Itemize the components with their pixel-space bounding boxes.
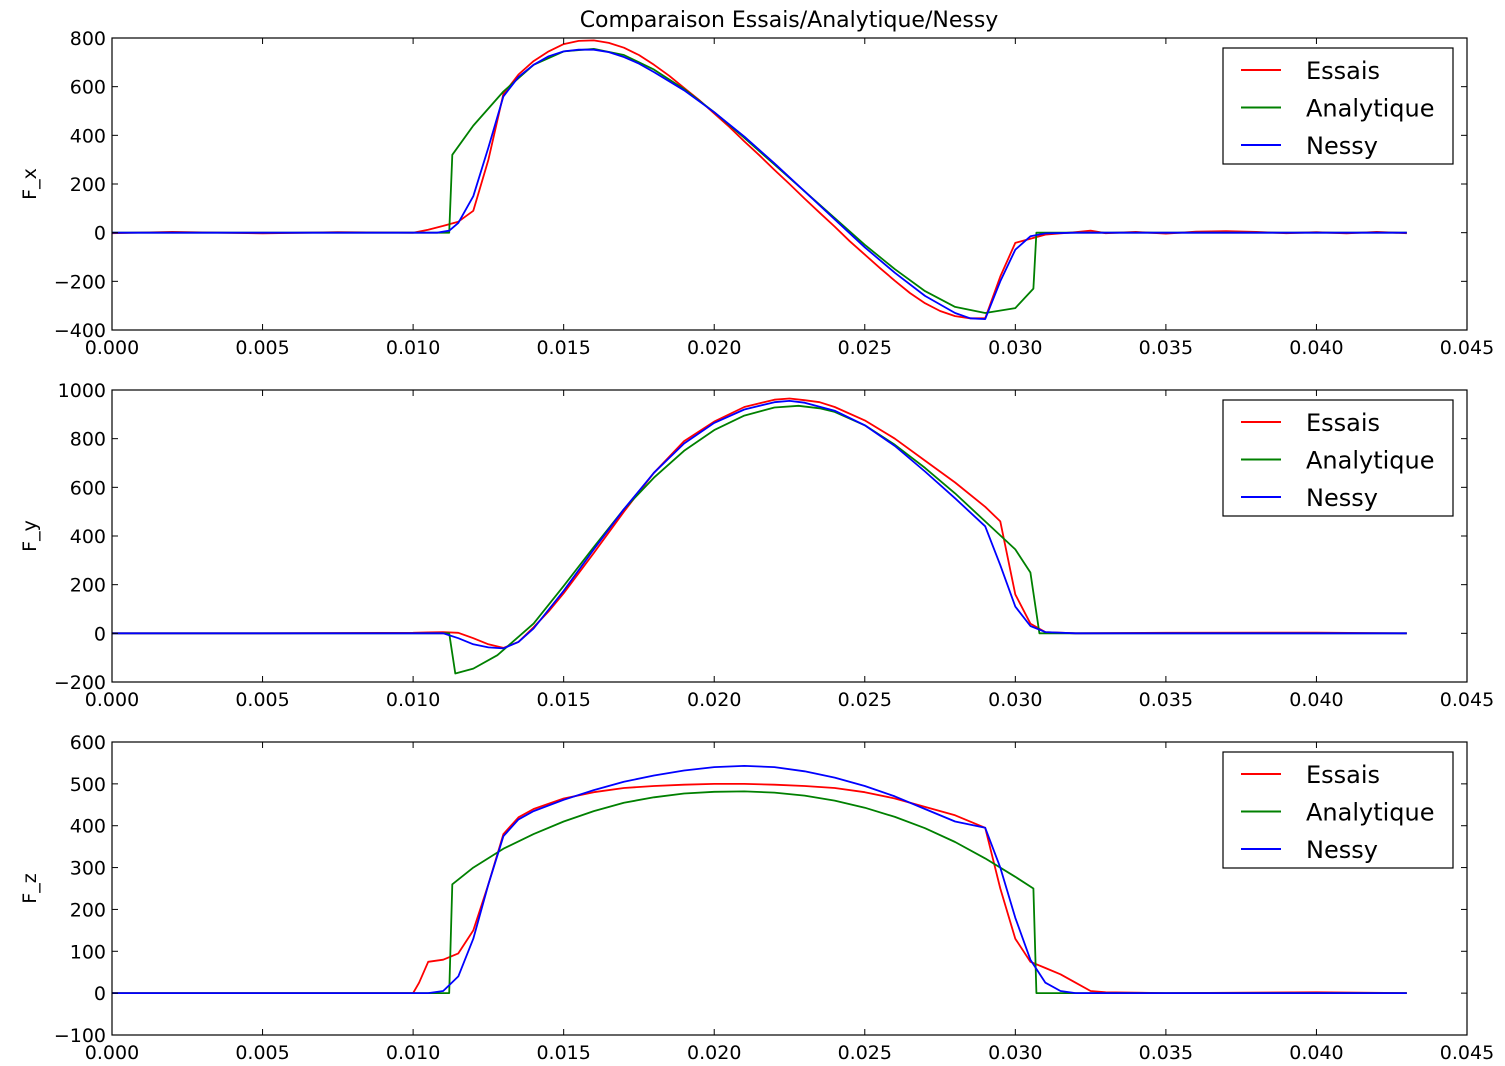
- axes-frame: [111, 741, 1468, 1036]
- x-tick-label: 0.045: [1440, 1042, 1494, 1064]
- y-tick-label: 200: [70, 575, 106, 597]
- y-tick-label: −100: [54, 1025, 106, 1047]
- legend: Essais Analytique Nessy: [1222, 751, 1454, 869]
- legend-label-nessy: Nessy: [1306, 132, 1378, 160]
- series-line-analytique-2: [112, 404, 1407, 675]
- x-tick-label: 0.020: [687, 689, 741, 711]
- series-line-nessy-3: [112, 765, 1407, 994]
- y-axis-label: F_z: [19, 873, 41, 903]
- y-tick-label: 0: [94, 983, 106, 1005]
- y-tick-label: 800: [70, 429, 106, 451]
- legend-label-analytique: Analytique: [1306, 447, 1435, 475]
- x-tick-label: 0.010: [386, 689, 440, 711]
- y-tick-label: 600: [70, 732, 106, 754]
- x-tick-label: 0.000: [85, 337, 139, 359]
- x-tick-label: 0.045: [1440, 337, 1494, 359]
- y-tick-label: 400: [70, 125, 106, 147]
- x-tick-label: 0.025: [838, 337, 892, 359]
- y-tick-label: 200: [70, 899, 106, 921]
- legend-label-essais: Essais: [1306, 409, 1380, 437]
- legend-label-nessy: Nessy: [1306, 484, 1378, 512]
- x-tick-label: 0.040: [1289, 689, 1343, 711]
- legend: Essais Analytique Nessy: [1222, 399, 1454, 517]
- y-tick-label: −200: [54, 672, 106, 694]
- y-axis-label: F_x: [19, 168, 41, 200]
- x-tick-label: 0.015: [536, 1042, 590, 1064]
- y-tick-label: 0: [94, 223, 106, 245]
- x-tick-label: 0.030: [988, 337, 1042, 359]
- legend-label-nessy: Nessy: [1306, 836, 1378, 864]
- x-tick-label: 0.010: [386, 337, 440, 359]
- y-tick-label: −400: [54, 320, 106, 342]
- y-axis-label: F_y: [19, 520, 41, 552]
- series-line-analytique-1: [112, 48, 1407, 314]
- y-tick-label: −200: [54, 271, 106, 293]
- x-tick-label: 0.040: [1289, 1042, 1343, 1064]
- x-tick-label: 0.045: [1440, 689, 1494, 711]
- x-tick-label: 0.015: [536, 689, 590, 711]
- y-tick-label: 200: [70, 174, 106, 196]
- y-tick-label: 400: [70, 526, 106, 548]
- series-line-nessy-2: [112, 400, 1407, 650]
- y-tick-label: 600: [70, 477, 106, 499]
- legend-label-essais: Essais: [1306, 761, 1380, 789]
- x-tick-label: 0.040: [1289, 337, 1343, 359]
- x-tick-label: 0.025: [838, 1042, 892, 1064]
- series-line-essais-1: [112, 39, 1407, 320]
- x-tick-label: 0.000: [85, 1042, 139, 1064]
- y-tick-label: 800: [70, 28, 106, 50]
- legend-label-analytique: Analytique: [1306, 799, 1435, 827]
- series-line-essais-3: [112, 783, 1407, 994]
- y-tick-label: 500: [70, 774, 106, 796]
- legend-label-essais: Essais: [1306, 57, 1380, 85]
- y-tick-label: 400: [70, 816, 106, 838]
- series-line-nessy-1: [112, 48, 1407, 320]
- x-tick-label: 0.035: [1139, 689, 1193, 711]
- x-tick-label: 0.030: [988, 689, 1042, 711]
- y-tick-label: 1000: [58, 380, 106, 402]
- x-tick-label: 0.005: [235, 689, 289, 711]
- x-tick-label: 0.025: [838, 689, 892, 711]
- x-tick-label: 0.030: [988, 1042, 1042, 1064]
- x-tick-label: 0.035: [1139, 337, 1193, 359]
- x-tick-label: 0.020: [687, 337, 741, 359]
- x-tick-label: 0.005: [235, 1042, 289, 1064]
- x-tick-label: 0.005: [235, 337, 289, 359]
- subplot-3: 0.000 0.005 0.010 0.015 0.020 0.025 0.030 0.035…: [19, 732, 1494, 1064]
- x-tick-label: 0.000: [85, 689, 139, 711]
- x-tick-label: 0.020: [687, 1042, 741, 1064]
- subplot-1: 0.000 0.005 0.010 0.015 0.020 0.025 0.030 0.035…: [19, 28, 1494, 359]
- series-line-essais-2: [112, 397, 1407, 649]
- x-tick-label: 0.035: [1139, 1042, 1193, 1064]
- legend-label-analytique: Analytique: [1306, 95, 1435, 123]
- y-tick-label: 600: [70, 77, 106, 99]
- series-line-analytique-3: [112, 790, 1407, 994]
- y-tick-label: 0: [94, 623, 106, 645]
- x-tick-label: 0.010: [386, 1042, 440, 1064]
- subplot-2: 0.000 0.005 0.010 0.015 0.020 0.025 0.030 0.035…: [19, 380, 1494, 711]
- x-tick-label: 0.015: [536, 337, 590, 359]
- legend: Essais Analytique Nessy: [1222, 47, 1454, 165]
- y-tick-label: 300: [70, 858, 106, 880]
- figure-title: Comparaison Essais/Analytique/Nessy: [580, 8, 999, 33]
- y-tick-label: 100: [70, 941, 106, 963]
